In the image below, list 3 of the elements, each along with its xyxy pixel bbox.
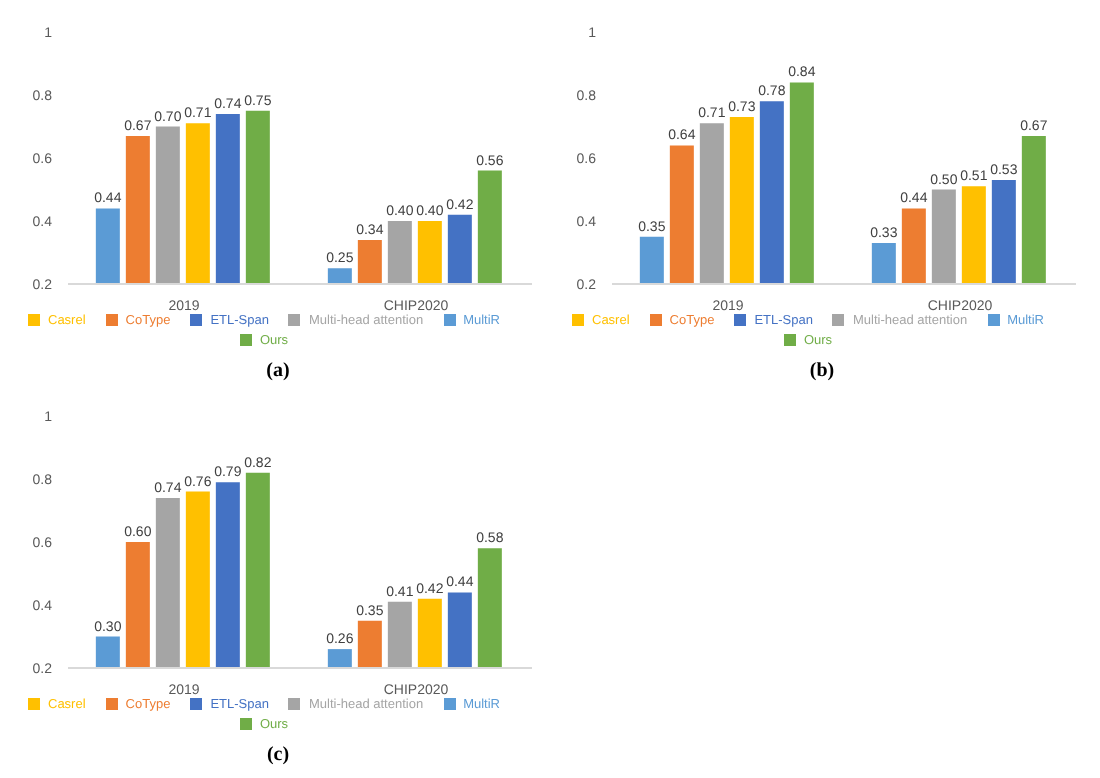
- text: (c): [264, 744, 292, 766]
- text: (a): [264, 360, 292, 382]
- text: (b): [807, 360, 837, 382]
